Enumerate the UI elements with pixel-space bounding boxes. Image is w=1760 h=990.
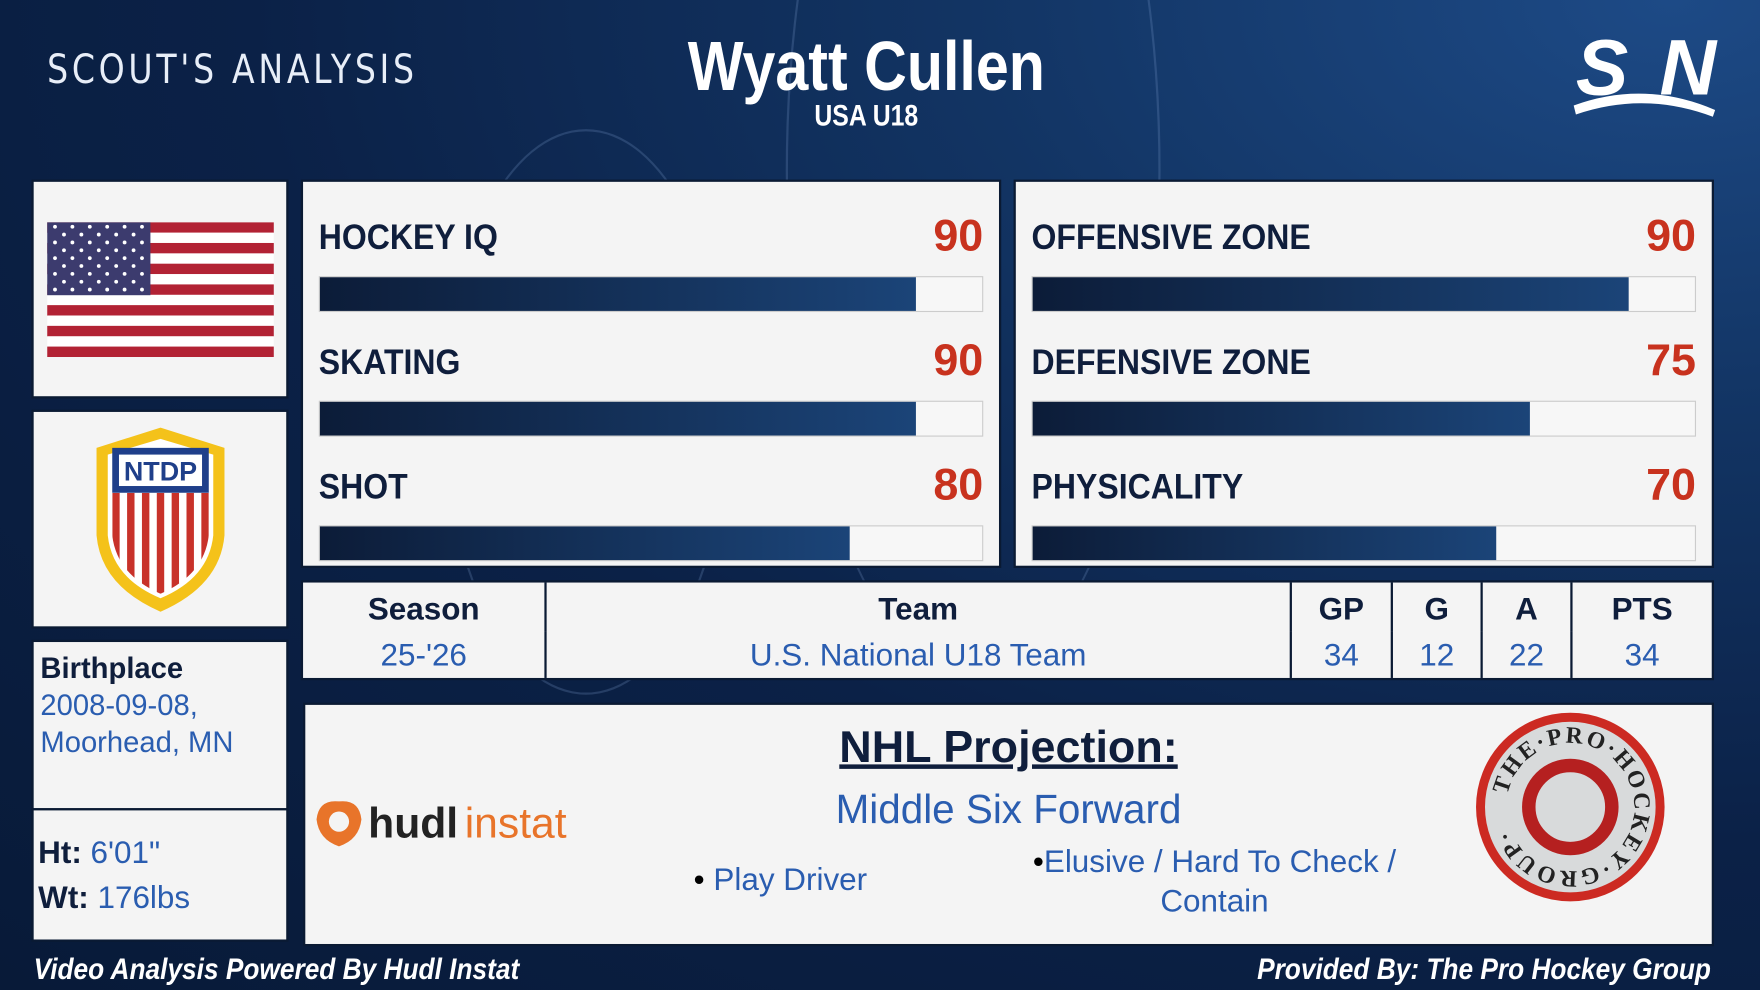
height-value: 6'01" [90, 835, 161, 870]
size-panel: Ht: 6'01" Wt: 176lbs [33, 810, 287, 940]
stat-cell: 25-'26 [380, 637, 467, 672]
projection-role: Middle Six Forward [835, 785, 1182, 832]
rating-bar [1031, 276, 1697, 313]
trait-item: • Play Driver [693, 862, 868, 897]
stat-cell: 34 [1570, 632, 1712, 678]
stat-cell: 12 [1390, 632, 1482, 678]
pro-hockey-group-logo: THE·PRO·HOCKEY·GROUP· [1476, 712, 1665, 902]
column-header: GP [1289, 582, 1392, 633]
rating-label: SHOT [318, 466, 408, 507]
column-header: G [1390, 582, 1482, 633]
stats-table: Season Team GP G A PTS 25-'26 U.S. National U18… [303, 582, 1712, 678]
rating-bar-fill [319, 526, 850, 561]
birthplace-panel: Birthplace 2008-09-08, Moorhead, MN [33, 642, 287, 809]
column-header: A [1480, 582, 1572, 633]
rating-bar [1031, 400, 1697, 437]
ntdp-text: NTDP [124, 456, 197, 486]
hudl-instat-logo: hudl instat [316, 799, 567, 847]
rating-defensive-zone: DEFENSIVE ZONE 75 [1031, 318, 1697, 437]
rating-skating: SKATING 90 [318, 318, 984, 437]
rating-value: 90 [933, 335, 984, 386]
usa-flag-icon [47, 222, 274, 357]
stat-cell: U.S. National U18 Team [544, 632, 1291, 678]
ratings-panel-left: HOCKEY IQ 90 SKATING 90 SHOT 80 [303, 181, 999, 566]
rating-label: HOCKEY IQ [318, 217, 498, 258]
rating-bar [318, 276, 984, 313]
section-title: SCOUT'S ANALYSIS [47, 47, 418, 94]
rating-label: DEFENSIVE ZONE [1031, 342, 1311, 382]
player-team: USA U18 [814, 98, 919, 133]
column-header: PTS [1570, 582, 1712, 633]
rating-bar [1031, 525, 1697, 562]
rating-bar-fill [1032, 401, 1530, 436]
rating-bar-fill [319, 277, 916, 311]
rating-value: 90 [933, 211, 984, 261]
rating-value: 90 [1646, 211, 1697, 261]
rating-value: 80 [933, 460, 984, 510]
sportsnet-logo: SN [1573, 29, 1718, 117]
ratings-panel-right: OFFENSIVE ZONE 90 DEFENSIVE ZONE 75 PHYS… [1015, 181, 1712, 566]
team-logo-panel: NTDP [33, 411, 287, 627]
rating-label: OFFENSIVE ZONE [1031, 217, 1311, 258]
rating-label: PHYSICALITY [1031, 466, 1244, 507]
rating-bar [318, 525, 984, 562]
stat-cell: 22 [1480, 632, 1572, 678]
rating-bar [318, 400, 984, 437]
column-header: Season [367, 591, 480, 626]
trait-item: •Elusive / Hard To Check / Contain [1032, 844, 1397, 919]
rating-value: 75 [1646, 335, 1697, 386]
rating-bar-fill [1032, 277, 1629, 311]
stat-cell: 34 [1289, 632, 1392, 678]
rating-hockey-iq: HOCKEY IQ 90 [318, 193, 984, 313]
birthplace-label: Birthplace [40, 651, 184, 685]
rating-shot: SHOT 80 [318, 442, 984, 562]
footer-right: Provided By: The Pro Hockey Group [1256, 951, 1711, 986]
projection-title: NHL Projection: [839, 722, 1178, 773]
rating-offensive-zone: OFFENSIVE ZONE 90 [1031, 193, 1697, 313]
footer-left: Video Analysis Powered By Hudl Instat [33, 951, 520, 986]
rating-value: 70 [1646, 460, 1697, 510]
birthplace-value: 2008-09-08, Moorhead, MN [40, 688, 234, 759]
rating-physicality: PHYSICALITY 70 [1031, 442, 1697, 562]
player-name: Wyatt Cullen [687, 28, 1045, 106]
flag-panel [33, 181, 287, 397]
ntdp-shield-icon: NTDP [96, 427, 225, 612]
column-header: Team [544, 582, 1291, 633]
rating-label: SKATING [318, 342, 461, 382]
height-label: Ht: [38, 835, 82, 870]
rating-bar-fill [1032, 526, 1497, 561]
svg-text:hudl: hudl [368, 799, 458, 847]
weight-label: Wt: [38, 880, 89, 915]
weight-value: 176lbs [97, 880, 191, 915]
projection-panel: hudl instat NHL Projection: Middle Six F… [305, 704, 1712, 944]
rating-bar-fill [319, 401, 916, 436]
svg-text:instat: instat [465, 799, 567, 847]
